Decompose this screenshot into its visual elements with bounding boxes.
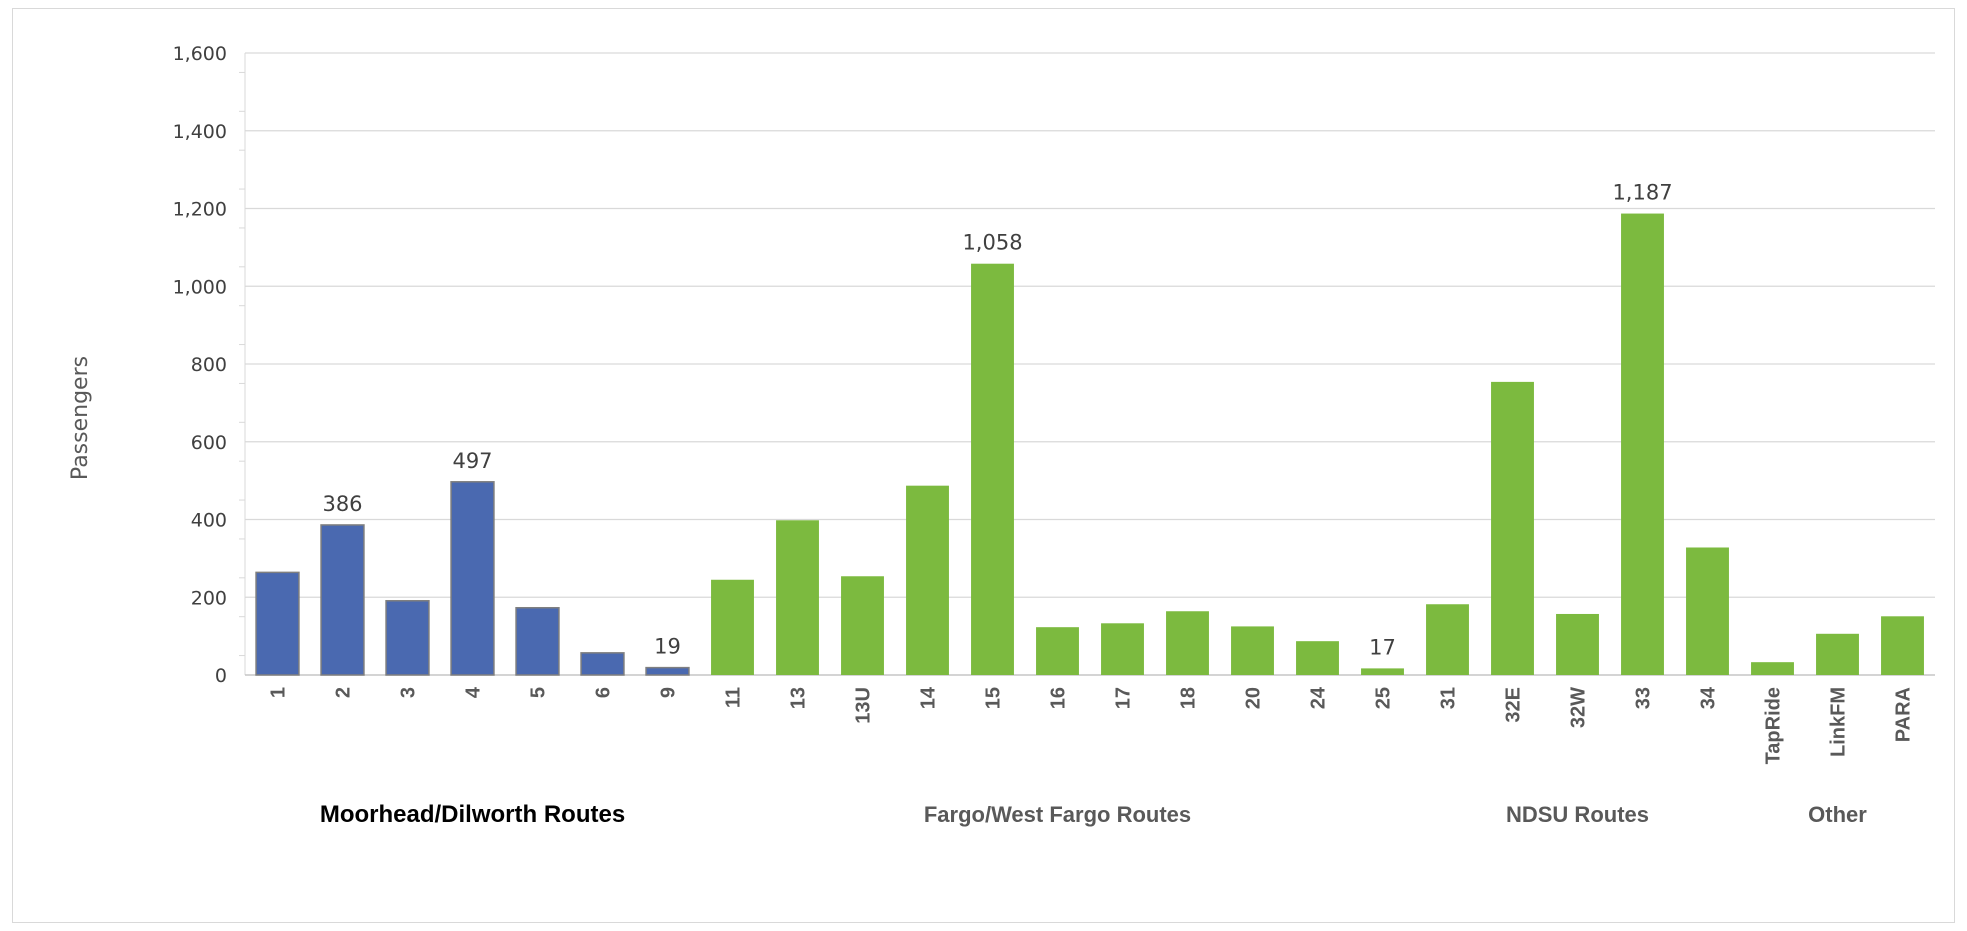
- y-tick-label: 1,000: [173, 276, 227, 298]
- x-tick-label: 18: [1178, 687, 1200, 709]
- x-tick-label: 16: [1048, 687, 1070, 709]
- data-label: 386: [322, 492, 362, 516]
- data-labels: 386 497 19 1,058 17 1,187: [322, 181, 1672, 660]
- group-labels: Moorhead/Dilworth Routes Fargo/West Fargo…: [320, 801, 1867, 828]
- group-label: Fargo/West Fargo Routes: [924, 802, 1191, 827]
- bar-20: [1231, 626, 1274, 675]
- bar-32E: [1491, 381, 1534, 675]
- group-label: Other: [1808, 802, 1867, 827]
- bar-24: [1296, 641, 1339, 675]
- x-tick-label: 3: [398, 687, 420, 698]
- data-label: 1,058: [962, 231, 1022, 255]
- data-label: 497: [452, 449, 492, 473]
- bar-9: [645, 666, 690, 676]
- bar-15: [971, 263, 1014, 675]
- x-tick-label: 25: [1373, 687, 1395, 709]
- x-tick-label: PARA: [1893, 687, 1915, 742]
- x-tick-label: 13U: [853, 687, 875, 724]
- bar-25: [1361, 668, 1404, 675]
- bar-3: [385, 599, 430, 676]
- x-tick-label: 9: [658, 687, 680, 698]
- y-tick-label: 1,600: [173, 43, 227, 65]
- bar-11: [711, 579, 754, 675]
- bar-16: [1036, 627, 1079, 675]
- x-tick-label: 17: [1113, 687, 1135, 709]
- y-tick-label: 400: [191, 510, 227, 532]
- bar-33: [1621, 213, 1664, 675]
- bar-1: [255, 571, 300, 676]
- x-tick-label: 11: [723, 687, 745, 708]
- bar-14: [906, 485, 949, 675]
- bar-32W: [1556, 613, 1599, 675]
- bar-LinkFM: [1816, 633, 1859, 675]
- y-axis-label: Passengers: [68, 356, 93, 480]
- x-tick-label: 1: [268, 687, 290, 698]
- group-label: Moorhead/Dilworth Routes: [320, 801, 625, 828]
- x-tick-label: 32W: [1568, 687, 1590, 728]
- bar-13U: [841, 576, 884, 675]
- x-tick-label: 33: [1633, 687, 1655, 709]
- x-tick-label: 20: [1243, 687, 1265, 709]
- x-tick-label: 6: [593, 687, 615, 698]
- y-tick-label: 1,200: [173, 199, 227, 221]
- bar-6: [580, 652, 625, 676]
- x-tick-label: 32E: [1503, 687, 1525, 723]
- bar-31: [1426, 604, 1469, 675]
- bars: [255, 213, 1924, 676]
- x-axis-ticks: 1 2 3 4 5 6 9 11 13 13U 14 15 16 17 18 20 24 25 31 32E 32W 33…: [268, 686, 1915, 764]
- bar-PARA: [1881, 616, 1924, 675]
- x-tick-label: 2: [333, 687, 355, 698]
- y-axis-ticks: 0 200 400 600 800 1,000 1,200 1,400 1,600: [173, 43, 227, 687]
- y-tick-label: 800: [191, 354, 227, 376]
- y-tick-label: 200: [191, 587, 227, 609]
- data-label: 1,187: [1612, 181, 1672, 205]
- bar-34: [1686, 547, 1729, 675]
- y-tick-label: 0: [215, 665, 227, 687]
- data-label: 19: [654, 635, 681, 659]
- bar-13: [776, 520, 819, 675]
- x-tick-label: 24: [1308, 686, 1330, 709]
- bar-5: [515, 606, 560, 676]
- data-label: 17: [1369, 635, 1396, 659]
- bar-4: [450, 481, 495, 676]
- x-tick-label: 31: [1438, 687, 1460, 709]
- x-tick-label: TapRide: [1763, 687, 1785, 764]
- bar-18: [1166, 611, 1209, 675]
- group-label: NDSU Routes: [1506, 802, 1649, 827]
- x-tick-label: 4: [463, 686, 485, 698]
- x-tick-label: 5: [528, 687, 550, 698]
- x-tick-label: LinkFM: [1828, 687, 1850, 757]
- y-tick-label: 600: [191, 432, 227, 454]
- bar-17: [1101, 623, 1144, 675]
- x-tick-label: 13: [788, 687, 810, 709]
- x-tick-label: 34: [1698, 686, 1720, 709]
- x-tick-label: 14: [918, 686, 940, 709]
- bar-TapRide: [1751, 662, 1794, 675]
- x-tick-label: 15: [983, 687, 1005, 709]
- bar-2: [320, 524, 365, 676]
- y-tick-label: 1,400: [173, 121, 227, 143]
